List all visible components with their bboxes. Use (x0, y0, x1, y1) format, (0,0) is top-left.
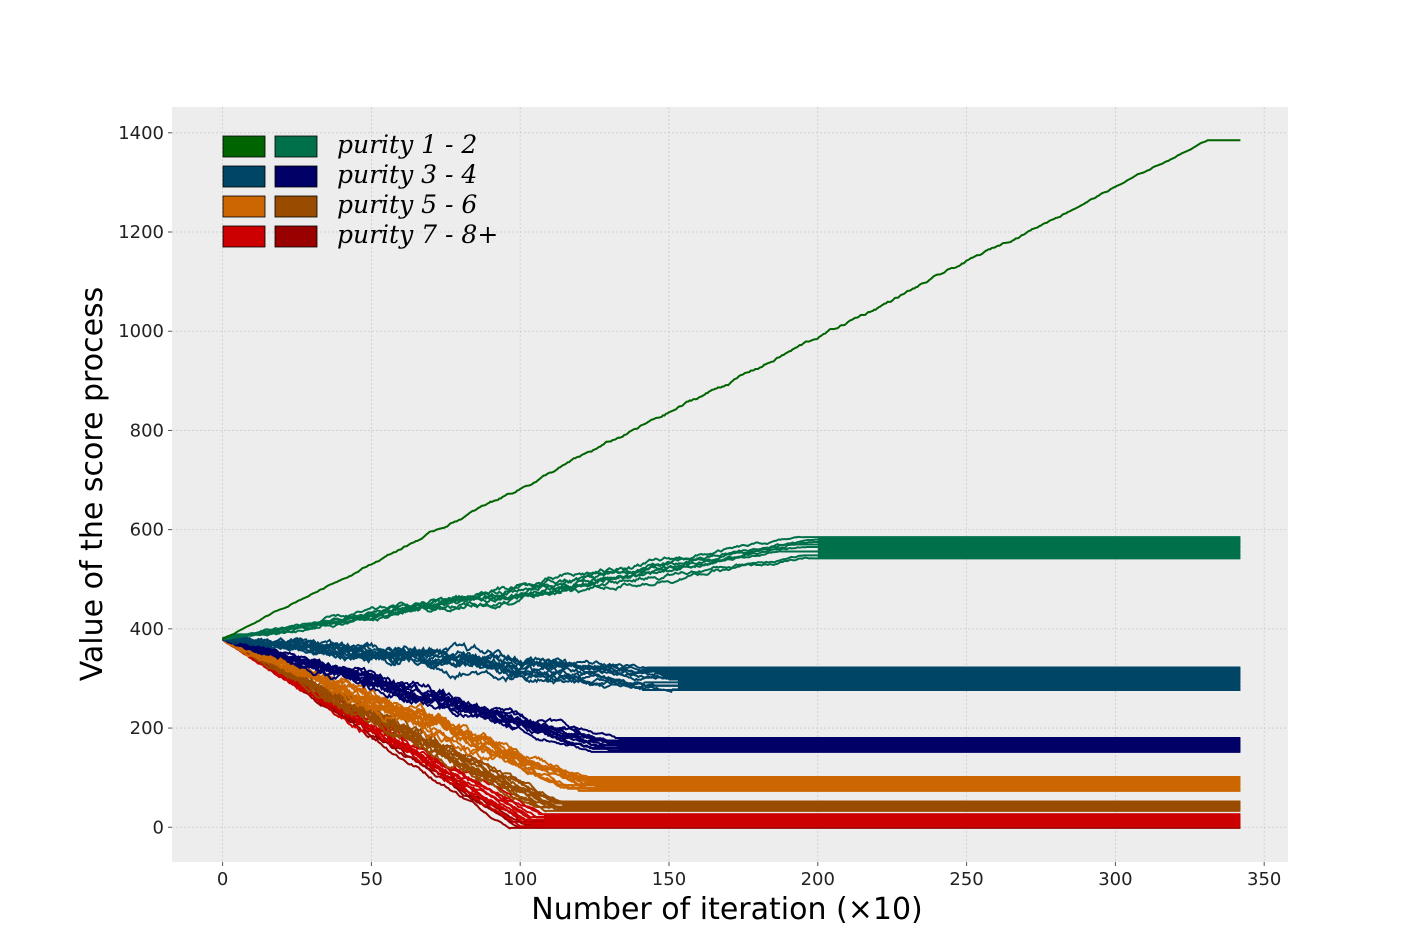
plot-area-background (172, 107, 1288, 862)
legend-label: purity 3 - 4 (337, 160, 477, 189)
y-tick-label: 1200 (118, 222, 164, 243)
series-line (222, 637, 1241, 691)
series-purity-1 (222, 139, 1241, 640)
legend-label: purity 1 - 2 (337, 130, 477, 159)
series-line (222, 139, 1241, 640)
x-tick-label: 100 (503, 869, 537, 890)
legend-swatch (222, 165, 266, 188)
x-tick-label: 50 (360, 869, 383, 890)
legend-label: purity 5 - 6 (337, 190, 477, 219)
x-tick-label: 150 (652, 869, 686, 890)
y-axis-label: Value of the score process (75, 287, 110, 682)
legend-swatch (274, 195, 318, 218)
x-tick-label: 300 (1098, 869, 1132, 890)
series-line (222, 638, 1241, 808)
series-purity-3 (222, 634, 1241, 694)
x-tick-label: 350 (1247, 869, 1281, 890)
x-tick-label: 200 (801, 869, 835, 890)
y-tick-label: 1400 (118, 123, 164, 144)
series-band (817, 537, 1241, 559)
x-tick-label: 0 (217, 869, 228, 890)
legend-swatch (274, 225, 318, 248)
series-purity-5 (221, 636, 1241, 792)
series-layer (221, 139, 1241, 830)
x-axis-ticks: 0 50 100 150 200 250 300 350 (217, 862, 1281, 890)
series-line (222, 638, 1241, 688)
series-line (222, 638, 1241, 778)
series-purity-4 (222, 636, 1241, 753)
legend-label: purity 7 - 8+ (337, 220, 498, 249)
series-line (222, 541, 1241, 641)
series-line (222, 637, 1241, 743)
series-purity-2 (222, 535, 1241, 641)
x-axis-label: Number of iteration (×10) (531, 892, 923, 927)
legend-swatch (274, 135, 318, 158)
y-tick-label: 200 (130, 718, 164, 739)
legend-swatch (222, 135, 266, 158)
y-tick-label: 1000 (118, 321, 164, 342)
series-band (544, 814, 1241, 827)
y-axis-ticks: 0 200 400 600 800 1000 1200 1400 (118, 123, 172, 838)
grid-lines (172, 107, 1288, 862)
series-band (677, 667, 1241, 690)
legend-swatch (222, 225, 266, 248)
y-tick-label: 800 (130, 420, 164, 441)
legend-swatch (274, 165, 318, 188)
y-tick-label: 400 (130, 619, 164, 640)
series-band (564, 801, 1241, 810)
y-tick-label: 0 (153, 817, 164, 838)
series-band (618, 737, 1241, 752)
y-tick-label: 600 (130, 520, 164, 541)
x-tick-label: 250 (949, 869, 983, 890)
series-band (594, 777, 1241, 791)
series-line (222, 535, 1241, 641)
legend-swatch (222, 195, 266, 218)
